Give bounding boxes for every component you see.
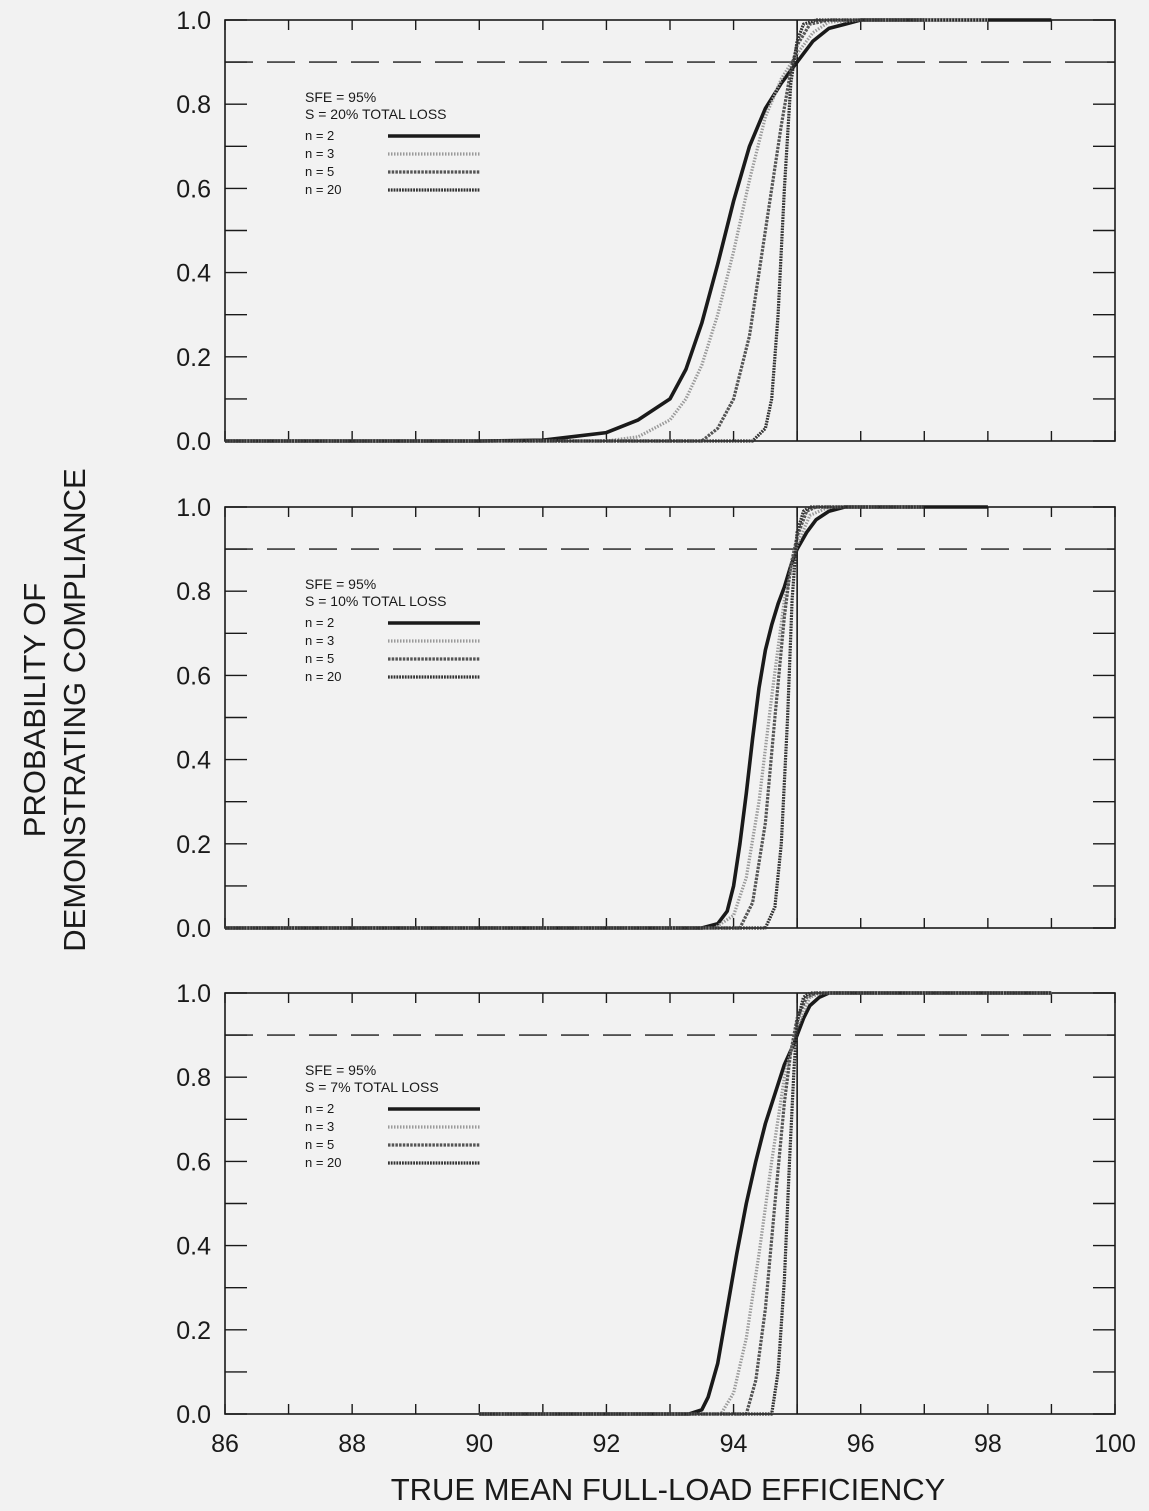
chart-panel-2: 0.0 0.2 0.4 0.6 0.8 1.0 SFE = 95%S = 10% TOTAL… (176, 494, 1116, 943)
series-line-n-3 (479, 991, 1052, 1416)
annotation-line-1: SFE = 95% (305, 1062, 376, 1078)
y-axis-title-line-1: PROBABILITY OF (17, 583, 52, 837)
annotation-line-1: SFE = 95% (305, 89, 376, 105)
annotation-line-1: SFE = 95% (305, 576, 376, 592)
series-line-n-2 (479, 991, 1052, 1416)
y-tick-label: 1.0 (176, 7, 211, 35)
annotation-line-2: S = 7% TOTAL LOSS (305, 1079, 439, 1095)
series-line-n-2 (225, 505, 988, 930)
chart-panel-1: 0.0 0.2 0.4 0.6 0.8 1.0 SFE = 95%S = 20% TOTAL… (176, 7, 1116, 456)
y-tick-label: 0.6 (176, 175, 211, 203)
x-tick-label: 90 (465, 1430, 493, 1458)
y-tick-label: 0.0 (176, 1401, 211, 1429)
y-tick-label: 0.0 (176, 915, 211, 943)
legend-label: n = 5 (305, 164, 334, 179)
y-tick-label: 0.8 (176, 578, 211, 606)
y-tick-label: 0.2 (176, 1317, 211, 1345)
legend-label: n = 5 (305, 1137, 334, 1152)
legend-label: n = 20 (305, 182, 342, 197)
x-tick-label: 94 (720, 1430, 748, 1458)
legend-label: n = 2 (305, 128, 334, 143)
series-line-n-5 (479, 991, 1052, 1416)
x-tick-label: 100 (1094, 1430, 1136, 1458)
series-line-n-5 (225, 505, 925, 930)
annotation-line-2: S = 20% TOTAL LOSS (305, 106, 447, 122)
series-line-n-20 (225, 18, 925, 443)
annotation-line-2: S = 10% TOTAL LOSS (305, 593, 447, 609)
chart-panel-3: 0.0 0.2 0.4 0.6 0.8 1.0 SFE = 95%S = 7% TOTAL … (176, 980, 1136, 1458)
series-line-n-2 (225, 18, 1052, 443)
plot-frame (224, 992, 1116, 1415)
y-tick-label: 0.4 (176, 260, 211, 288)
legend-label: n = 5 (305, 651, 334, 666)
series-line-n-5 (225, 18, 925, 443)
legend-label: n = 3 (305, 1119, 334, 1134)
y-tick-label: 0.6 (176, 662, 211, 690)
x-tick-label: 92 (593, 1430, 621, 1458)
y-tick-label: 0.4 (176, 1233, 211, 1261)
legend-label: n = 2 (305, 1101, 334, 1116)
legend-label: n = 2 (305, 615, 334, 630)
legend-label: n = 3 (305, 633, 334, 648)
y-tick-label: 0.0 (176, 428, 211, 456)
y-tick-label: 0.2 (176, 344, 211, 372)
y-tick-label: 0.4 (176, 747, 211, 775)
y-tick-label: 0.2 (176, 831, 211, 859)
y-axis-title-line-2: DEMONSTRATING COMPLIANCE (57, 468, 92, 951)
y-tick-label: 0.6 (176, 1148, 211, 1176)
series-line-n-3 (225, 18, 988, 443)
x-tick-label: 86 (211, 1430, 239, 1458)
series-line-n-20 (479, 991, 1052, 1416)
y-tick-label: 0.8 (176, 91, 211, 119)
y-tick-label: 1.0 (176, 494, 211, 522)
x-tick-label: 88 (338, 1430, 366, 1458)
legend-label: n = 20 (305, 669, 342, 684)
x-tick-label: 96 (847, 1430, 875, 1458)
series-line-n-3 (225, 505, 925, 930)
y-axis-title: PROBABILITY OF DEMONSTRATING COMPLIANCE (17, 468, 92, 951)
y-tick-label: 1.0 (176, 980, 211, 1008)
legend-label: n = 3 (305, 146, 334, 161)
x-axis-title: TRUE MEAN FULL-LOAD EFFICIENCY (391, 1472, 946, 1507)
plot-frame (224, 506, 1116, 929)
series-line-n-20 (225, 505, 925, 930)
x-tick-label: 98 (974, 1430, 1002, 1458)
y-tick-label: 0.8 (176, 1064, 211, 1092)
plot-frame (224, 19, 1116, 442)
legend-label: n = 20 (305, 1155, 342, 1170)
